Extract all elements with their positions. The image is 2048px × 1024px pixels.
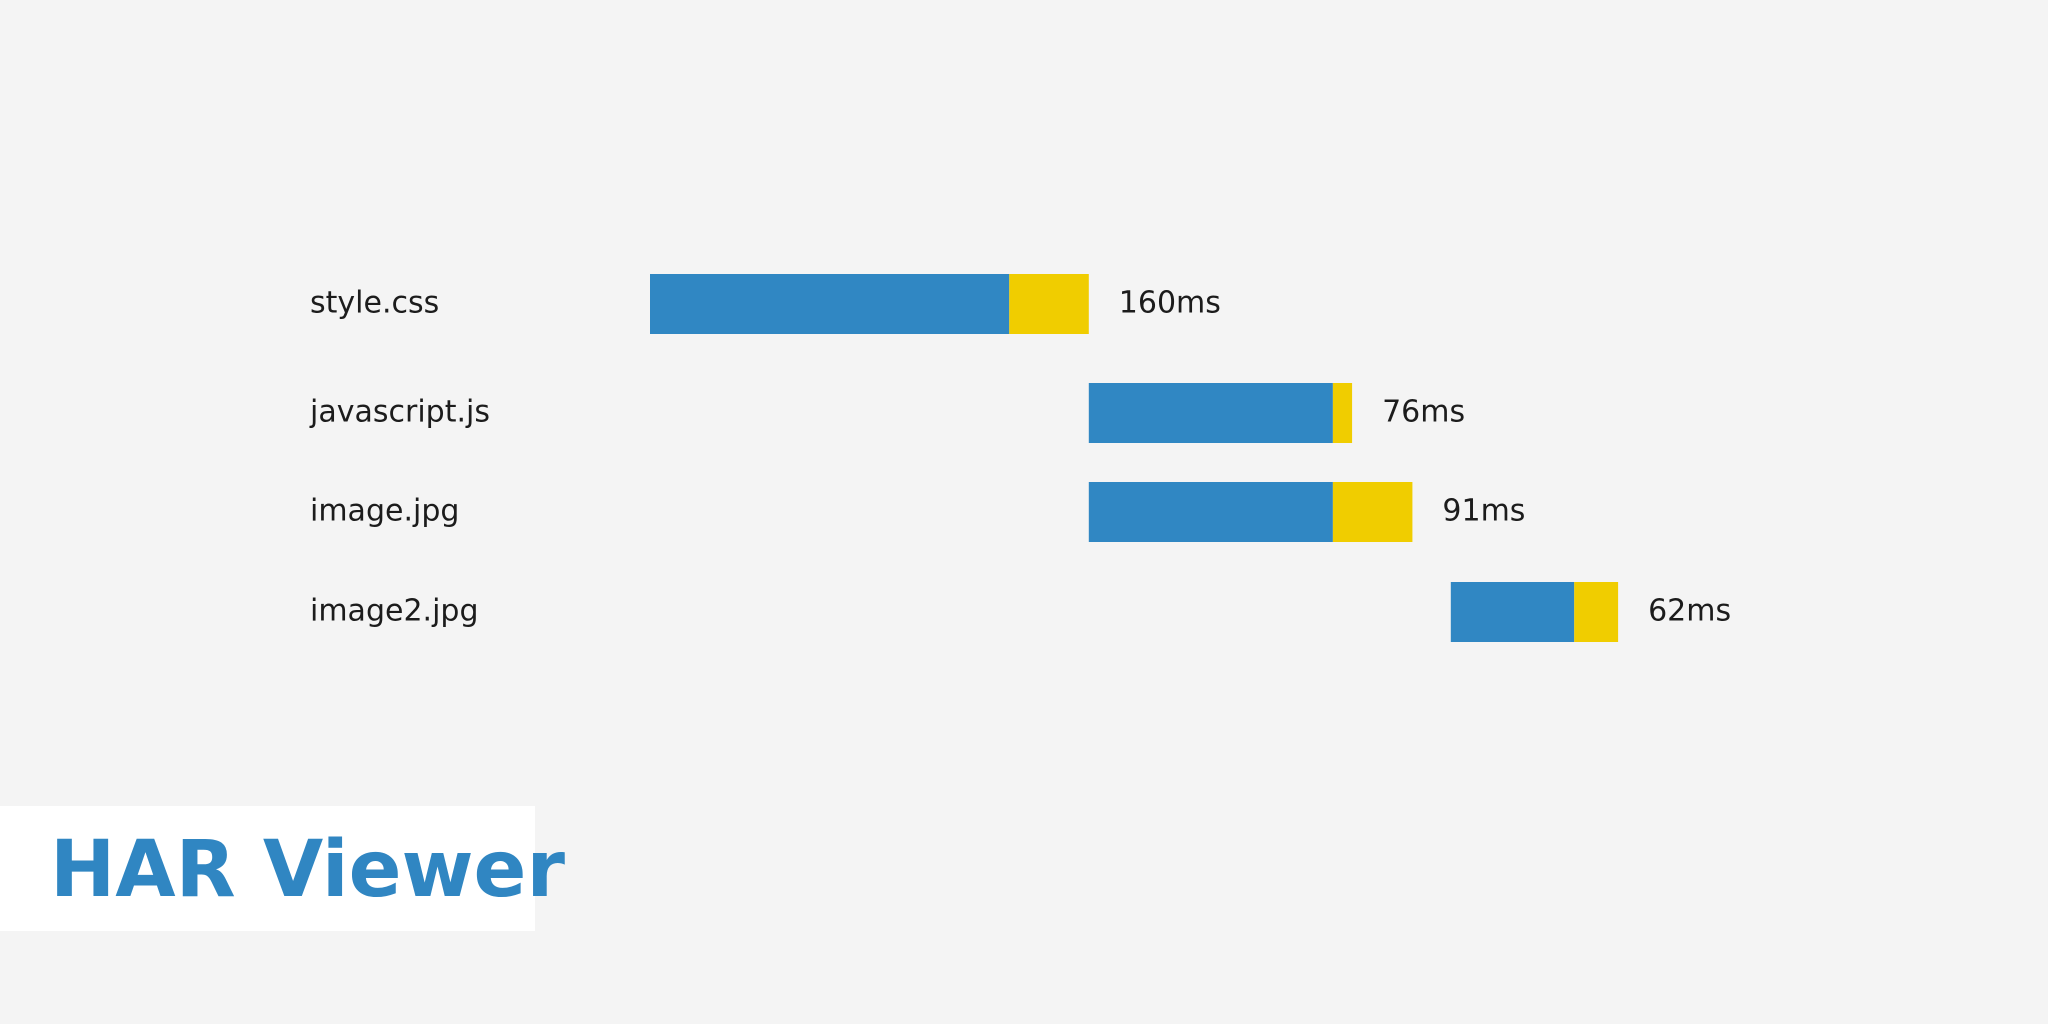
receive-segment xyxy=(1332,383,1353,443)
receive-segment xyxy=(1574,582,1619,642)
title-box xyxy=(0,806,535,931)
duration-label: 160ms xyxy=(1119,286,1221,321)
app-title: HAR Viewer xyxy=(50,825,565,915)
receive-segment xyxy=(1332,482,1413,542)
request-name: style.css xyxy=(310,286,439,321)
duration-label: 76ms xyxy=(1382,395,1465,430)
wait-segment xyxy=(1088,383,1333,443)
duration-label: 62ms xyxy=(1648,594,1731,629)
waterfall: style.css 160ms javascript.js 76ms image.jpg… xyxy=(309,274,1731,642)
request-name: image2.jpg xyxy=(310,594,479,629)
wait-segment xyxy=(1450,582,1575,642)
wait-segment xyxy=(1088,482,1333,542)
duration-label: 91ms xyxy=(1442,494,1525,529)
request-name: image.jpg xyxy=(310,494,459,529)
receive-segment xyxy=(1009,274,1089,334)
request-name: javascript.js xyxy=(309,395,490,430)
wait-segment xyxy=(650,274,1010,334)
